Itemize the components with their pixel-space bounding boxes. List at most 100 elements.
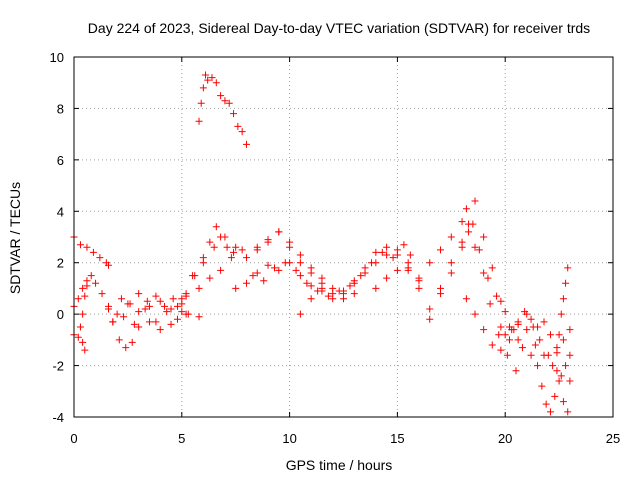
data-point: [329, 295, 337, 303]
y-axis-label: SDTVAR / TECUs: [7, 182, 23, 294]
data-point: [564, 264, 572, 272]
data-point: [104, 305, 112, 313]
data-point: [120, 313, 128, 321]
data-point: [184, 310, 192, 318]
data-point: [210, 243, 218, 251]
data-point: [156, 297, 164, 305]
data-point: [169, 295, 177, 303]
data-point: [501, 308, 509, 316]
data-point: [318, 284, 326, 292]
data-point: [514, 336, 522, 344]
data-point: [122, 344, 130, 352]
data-point: [471, 243, 479, 251]
data-point: [199, 254, 207, 262]
data-point: [264, 238, 272, 246]
data-point: [553, 367, 561, 375]
data-point: [81, 292, 89, 300]
data-point: [406, 251, 414, 259]
data-point: [217, 233, 225, 241]
data-point: [357, 272, 365, 280]
data-point: [559, 398, 567, 406]
data-point: [484, 274, 492, 282]
x-tick-label: 5: [178, 431, 185, 446]
data-point: [74, 295, 82, 303]
data-point: [221, 97, 229, 105]
data-point: [393, 266, 401, 274]
data-point: [242, 140, 250, 148]
data-point: [178, 308, 186, 316]
data-point: [465, 228, 473, 236]
data-point: [275, 228, 283, 236]
y-tick-label: -4: [52, 410, 64, 425]
data-point: [497, 346, 505, 354]
data-point: [96, 254, 104, 262]
data-point: [447, 233, 455, 241]
data-point: [372, 284, 380, 292]
x-tick-label: 20: [498, 431, 512, 446]
data-point: [566, 326, 574, 334]
data-point: [415, 284, 423, 292]
data-point: [531, 341, 539, 349]
data-point: [497, 297, 505, 305]
series-U: [553, 264, 572, 357]
data-point: [79, 284, 87, 292]
series-J: [182, 241, 414, 300]
series-S: [497, 308, 574, 352]
data-point: [350, 290, 358, 298]
y-tick-label: 0: [57, 307, 64, 322]
data-point: [217, 92, 225, 100]
data-point: [167, 320, 175, 328]
series-B: [70, 272, 136, 352]
data-point: [415, 274, 423, 282]
data-point: [173, 302, 181, 310]
data-point: [208, 74, 216, 82]
data-point: [521, 308, 529, 316]
data-point: [462, 295, 470, 303]
chart-title: Day 224 of 2023, Sidereal Day-to-day VTE…: [88, 20, 590, 36]
data-point: [227, 254, 235, 262]
grid-layer: [74, 57, 613, 417]
data-point: [546, 408, 554, 416]
data-point: [458, 218, 466, 226]
data-point: [447, 259, 455, 267]
data-point: [212, 79, 220, 87]
data-point: [92, 279, 100, 287]
data-point: [275, 266, 283, 274]
data-point: [340, 287, 347, 295]
x-tick-label: 0: [70, 431, 77, 446]
data-point: [549, 362, 557, 370]
data-point: [296, 259, 304, 267]
data-point: [555, 377, 563, 385]
data-point: [488, 341, 496, 349]
data-point: [534, 323, 542, 331]
data-point: [557, 310, 565, 318]
data-point: [523, 326, 531, 334]
data-point: [501, 331, 509, 339]
data-point: [74, 333, 82, 341]
data-point: [242, 279, 250, 287]
data-point: [559, 336, 567, 344]
data-point: [76, 241, 84, 249]
series-M: [195, 71, 250, 148]
data-point: [462, 205, 470, 213]
data-point: [471, 310, 479, 318]
data-point: [230, 248, 238, 256]
data-point: [346, 282, 354, 290]
data-point: [264, 261, 272, 269]
data-point: [206, 238, 214, 246]
y-tick-label: 4: [57, 204, 64, 219]
data-point: [253, 246, 261, 254]
data-point: [383, 243, 391, 251]
data-point: [249, 272, 257, 280]
data-point: [514, 318, 522, 326]
data-point: [242, 254, 250, 262]
data-point: [426, 305, 434, 313]
data-point: [564, 408, 572, 416]
data-point: [512, 367, 520, 375]
data-point: [292, 266, 300, 274]
data-point: [372, 248, 380, 256]
data-point: [206, 274, 214, 282]
series-D: [76, 282, 91, 331]
data-point: [465, 220, 473, 228]
data-point: [551, 392, 559, 400]
